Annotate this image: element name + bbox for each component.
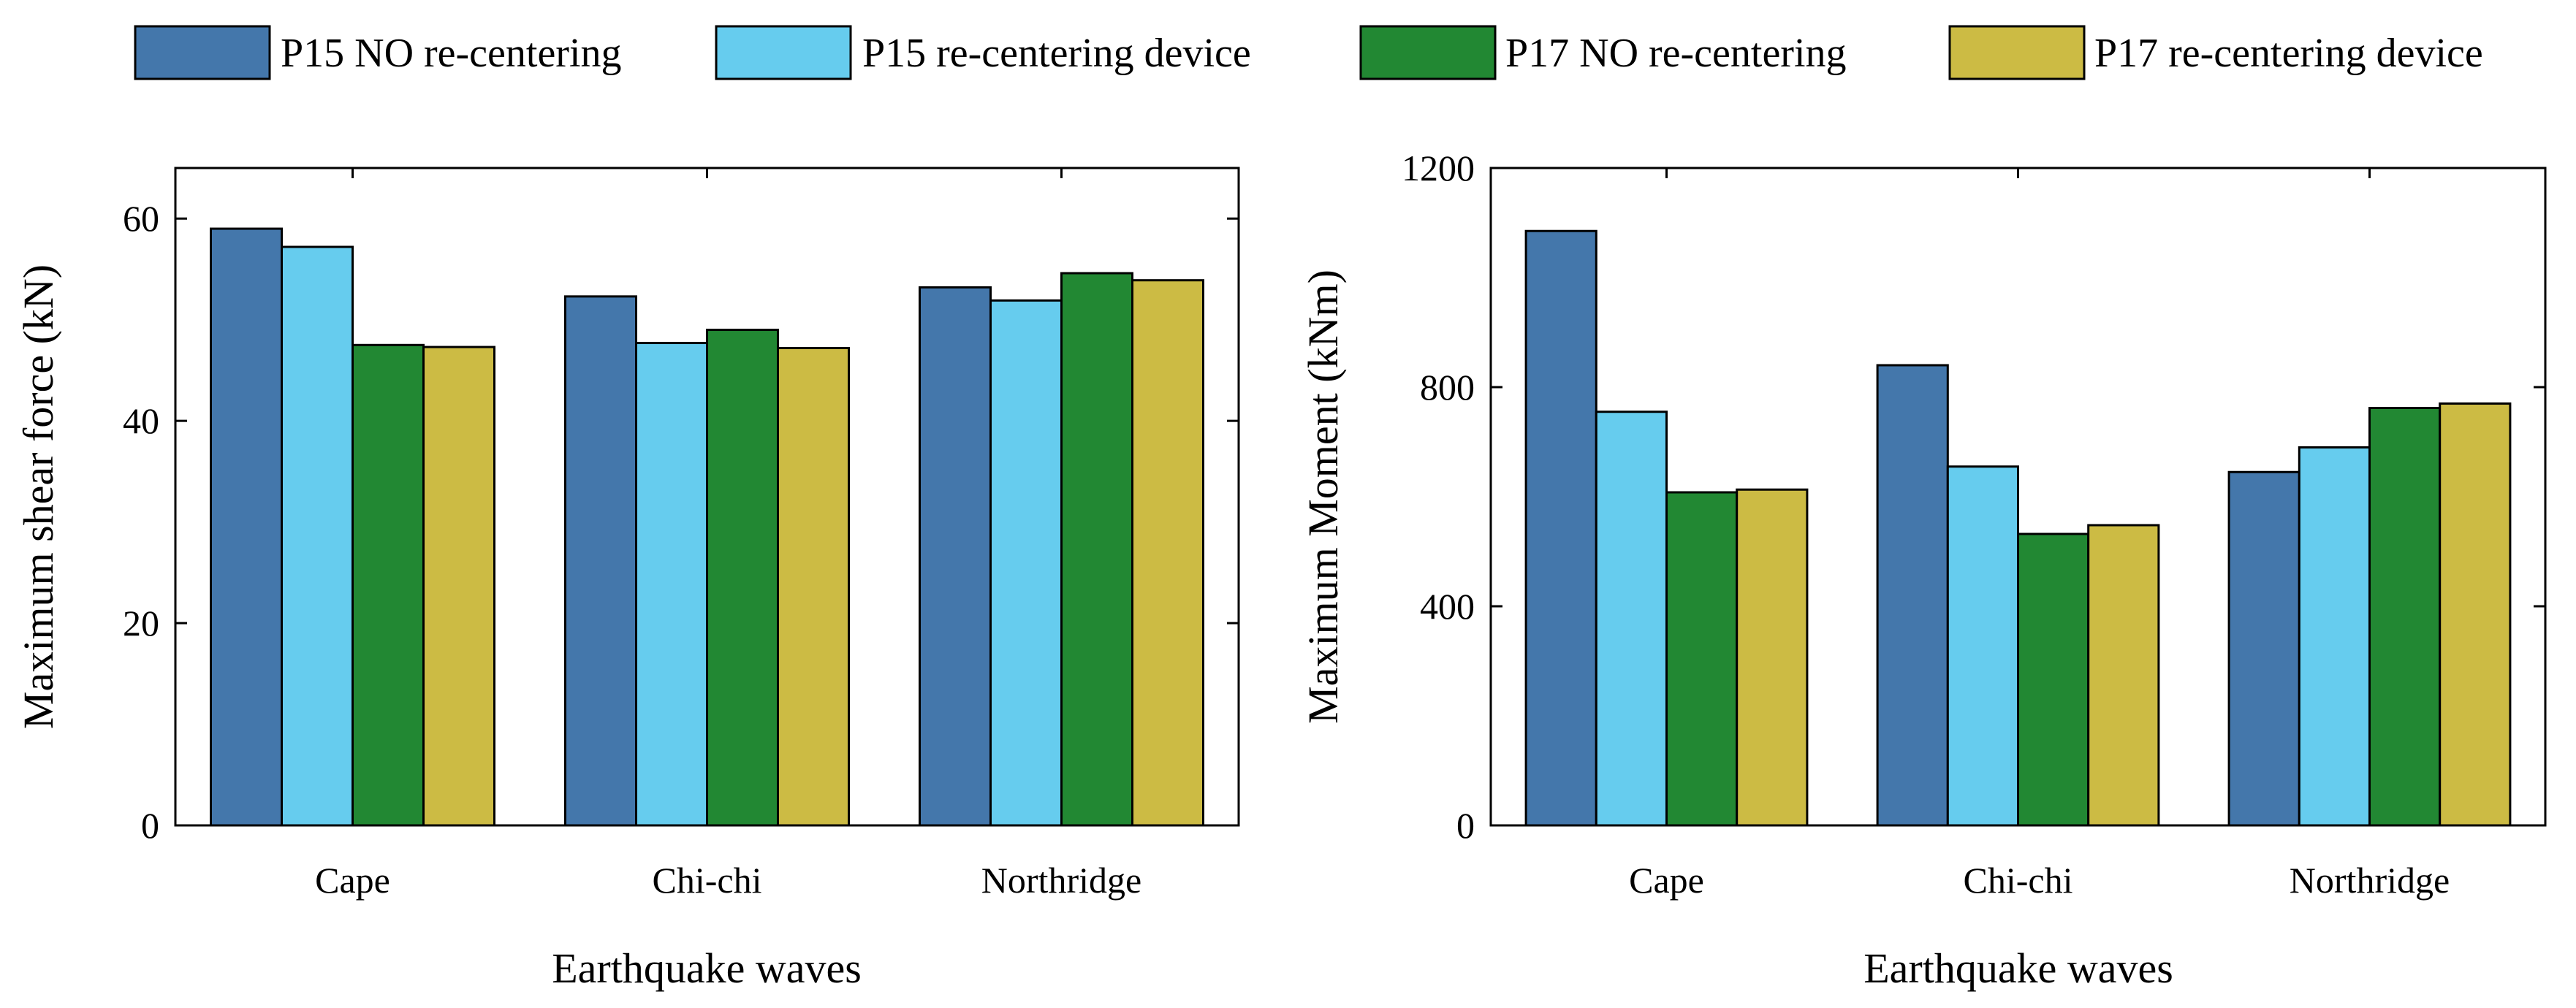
- moment-bar-cape-p17-re-centering-device: [1736, 488, 1809, 827]
- legend-label-p17-recentering-device: P17 re-centering device: [2094, 31, 2483, 76]
- shear-y-tick-label-40: 40: [123, 400, 159, 441]
- legend-label-p17-no-recentering: P17 NO re-centering: [1505, 31, 1847, 76]
- legend-swatch-p17-no-recentering: [1359, 25, 1497, 80]
- shear-force-bars: [210, 227, 1204, 827]
- legend-item-p17-no-recentering: P17 NO re-centering: [1359, 25, 1847, 80]
- moment-bar-chi-chi-p17-re-centering-device: [2087, 524, 2160, 827]
- shear-bar-northridge-p15-no-re-centering: [919, 286, 992, 827]
- moment-y-tick-label-1200: 1200: [1402, 148, 1475, 188]
- moment-bar-chi-chi-p17-no-re-centering: [2017, 532, 2090, 827]
- moment-plot-frame: [1489, 167, 2547, 827]
- shear-bar-northridge-p17-no-re-centering: [1060, 272, 1133, 827]
- shear-y-tick-label-0: 0: [141, 805, 159, 846]
- moment-ticks: Cape Chi-chi Northridge 0 400 800 1200: [1402, 148, 2545, 901]
- shear-x-tick-label-cape: Cape: [315, 860, 390, 901]
- shear-bar-chi-chi-p17-re-centering-device: [777, 346, 850, 827]
- legend-item-p17-recentering-device: P17 re-centering device: [1948, 25, 2483, 80]
- moment-y-tick-label-0: 0: [1456, 805, 1475, 846]
- shear-force-chart: Cape Chi-chi Northridge 0 20 40 60 Maximum she…: [15, 167, 1240, 992]
- legend-item-p15-no-recentering: P15 NO re-centering: [134, 25, 622, 80]
- legend-swatch-p17-recentering-device: [1948, 25, 2086, 80]
- moment-x-tick-label-northridge: Northridge: [2290, 860, 2450, 901]
- shear-bar-northridge-p17-re-centering-device: [1131, 279, 1204, 827]
- moment-x-tick-label-cape: Cape: [1629, 860, 1704, 901]
- shear-bar-chi-chi-p15-no-re-centering: [564, 295, 637, 827]
- moment-y-axis-title: Maximum Moment (kNm): [1299, 270, 1347, 724]
- legend-swatch-p15-recentering-device: [715, 25, 852, 80]
- shear-bar-cape-p17-re-centering-device: [422, 345, 495, 827]
- moment-chart: Cape Chi-chi Northridge 0 400 800 1200 Maximum…: [1299, 148, 2547, 992]
- moment-bar-northridge-p17-no-re-centering: [2368, 407, 2442, 827]
- shear-y-tick-label-60: 60: [123, 198, 159, 239]
- shear-x-tick-label-northridge: Northridge: [981, 860, 1141, 901]
- moment-bars: [1524, 229, 2512, 827]
- moment-bar-chi-chi-p15-re-centering-device: [1946, 465, 2020, 827]
- moment-bar-northridge-p15-re-centering-device: [2298, 446, 2371, 827]
- moment-bar-cape-p15-no-re-centering: [1524, 229, 1597, 827]
- moment-bar-cape-p15-re-centering-device: [1595, 411, 1668, 827]
- shear-force-plot-frame: [174, 167, 1240, 827]
- moment-bar-chi-chi-p15-no-re-centering: [1876, 364, 1949, 827]
- shear-bar-cape-p15-re-centering-device: [281, 245, 354, 827]
- shear-force-y-axis-title: Maximum shear force (kN): [15, 264, 62, 729]
- shear-bar-cape-p15-no-re-centering: [210, 227, 283, 827]
- legend-label-p15-recentering-device: P15 re-centering device: [862, 31, 1251, 76]
- moment-x-tick-label-chi-chi: Chi-chi: [1964, 860, 2073, 901]
- shear-bar-chi-chi-p15-re-centering-device: [635, 342, 708, 827]
- moment-y-tick-label-800: 800: [1420, 367, 1475, 408]
- moment-bar-northridge-p17-re-centering-device: [2439, 402, 2512, 827]
- moment-bar-northridge-p15-no-re-centering: [2227, 470, 2300, 827]
- legend-label-p15-no-recentering: P15 NO re-centering: [281, 31, 622, 76]
- legend-item-p15-recentering-device: P15 re-centering device: [715, 25, 1251, 80]
- legend: P15 NO re-centering P15 re-centering dev…: [134, 25, 2483, 80]
- shear-y-tick-label-20: 20: [123, 603, 159, 644]
- shear-force-x-axis-title: Earthquake waves: [552, 944, 862, 992]
- moment-x-axis-title: Earthquake waves: [1863, 944, 2173, 992]
- moment-y-tick-label-400: 400: [1420, 586, 1475, 627]
- shear-force-ticks: Cape Chi-chi Northridge 0 20 40 60: [123, 168, 1239, 901]
- shear-bar-chi-chi-p17-no-re-centering: [706, 329, 779, 827]
- shear-x-tick-label-chi-chi: Chi-chi: [653, 860, 762, 901]
- legend-swatch-p15-no-recentering: [134, 25, 271, 80]
- shear-bar-northridge-p15-re-centering-device: [989, 299, 1063, 827]
- shear-bar-cape-p17-no-re-centering: [352, 343, 425, 827]
- moment-bar-cape-p17-no-re-centering: [1665, 491, 1739, 827]
